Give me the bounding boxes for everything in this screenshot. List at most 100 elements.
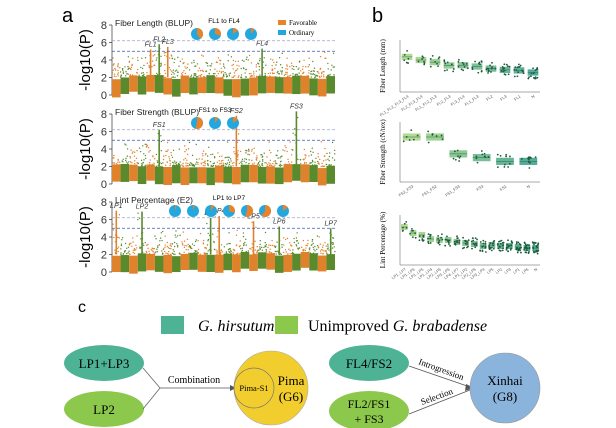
snp-point [132, 237, 134, 239]
snp-point [276, 76, 278, 78]
snp-point [126, 247, 128, 249]
snp-point [297, 158, 299, 161]
snp-point [266, 252, 268, 254]
data-point [441, 233, 443, 236]
snp-point [235, 69, 238, 71]
snp-point [298, 72, 300, 74]
snp-point [125, 157, 127, 160]
snp-point [149, 253, 151, 256]
data-point [448, 243, 450, 245]
chromosome-block [257, 166, 267, 184]
snp-point [153, 64, 156, 66]
snp-point [168, 57, 171, 59]
snp-point [117, 75, 119, 77]
snp-point [324, 51, 326, 54]
snp-point [298, 75, 301, 77]
snp-point [113, 165, 116, 167]
data-point [510, 241, 513, 244]
snp-point [259, 246, 261, 248]
chromosome-block [120, 77, 130, 94]
snp-point [246, 165, 248, 167]
snp-point [324, 242, 326, 244]
snp-point [113, 73, 116, 75]
snp-point [170, 151, 172, 154]
snp-point [131, 245, 133, 247]
chromosome-block [240, 251, 250, 269]
snp-point [220, 67, 222, 70]
snp-point [320, 252, 322, 254]
snp-point [211, 165, 214, 168]
snp-point [251, 221, 253, 224]
snp-point [226, 156, 228, 159]
snp-point [261, 158, 264, 161]
data-point [412, 229, 414, 232]
chromosome-block [257, 75, 267, 94]
snp-point [311, 147, 313, 149]
snp-point [275, 253, 277, 255]
snp-point [286, 76, 289, 78]
snp-point [124, 75, 127, 77]
snp-point [327, 62, 329, 65]
snp-point [284, 73, 287, 75]
snp-point [175, 164, 178, 166]
data-point [532, 77, 535, 79]
chromosome-block [292, 164, 301, 181]
y-tick-label: 0 [101, 90, 107, 102]
snp-point [300, 246, 303, 249]
data-point [458, 242, 461, 244]
snp-point [148, 151, 150, 153]
snp-point [177, 56, 179, 59]
data-point [462, 236, 465, 239]
snp-point [160, 65, 162, 67]
snp-point [241, 163, 243, 165]
data-point [471, 237, 474, 240]
chromosome-block [283, 164, 293, 183]
chromosome-block [180, 167, 190, 185]
snp-point [233, 72, 236, 74]
snp-point [288, 75, 290, 77]
snp-point [141, 165, 143, 168]
legend-label: Favorable [289, 19, 317, 27]
snp-point [130, 66, 133, 69]
snp-point [323, 155, 326, 157]
snp-point [218, 155, 221, 158]
chromosome-block [292, 75, 301, 95]
y-axis-label: -log10(P) [77, 206, 94, 268]
data-point [403, 53, 406, 56]
snp-point [192, 76, 195, 78]
data-point [503, 166, 506, 168]
snp-point [142, 71, 144, 74]
snp-point [306, 76, 309, 79]
y-tick-label: 6 [101, 127, 107, 139]
snp-point [194, 249, 196, 252]
snp-point [151, 66, 153, 68]
snp-point [266, 163, 269, 166]
snp-point [308, 69, 310, 72]
data-point [516, 75, 519, 78]
y-axis-label: Lint Percentage (%) [379, 211, 387, 268]
chromosome-block [129, 164, 138, 182]
snp-point [317, 162, 320, 164]
snp-point [166, 150, 168, 153]
snp-point [212, 233, 214, 235]
data-point [527, 157, 529, 160]
snp-point [196, 158, 198, 160]
data-point [475, 155, 478, 158]
snp-point [144, 164, 146, 167]
snp-point [184, 150, 186, 153]
snp-point [225, 73, 227, 75]
data-point [532, 242, 535, 244]
data-point [441, 138, 444, 141]
snp-point [283, 74, 286, 77]
snp-point [227, 60, 229, 62]
snp-point [259, 58, 261, 60]
y-axis-label: -log10(P) [77, 29, 94, 91]
y-axis-label: -log10(P) [77, 118, 94, 180]
arrow-label: Combination [168, 375, 220, 386]
snp-point [232, 253, 235, 256]
snp-point [191, 243, 194, 245]
snp-point [128, 60, 131, 63]
snp-point [232, 165, 234, 167]
data-point [527, 251, 530, 254]
data-point [446, 240, 449, 242]
